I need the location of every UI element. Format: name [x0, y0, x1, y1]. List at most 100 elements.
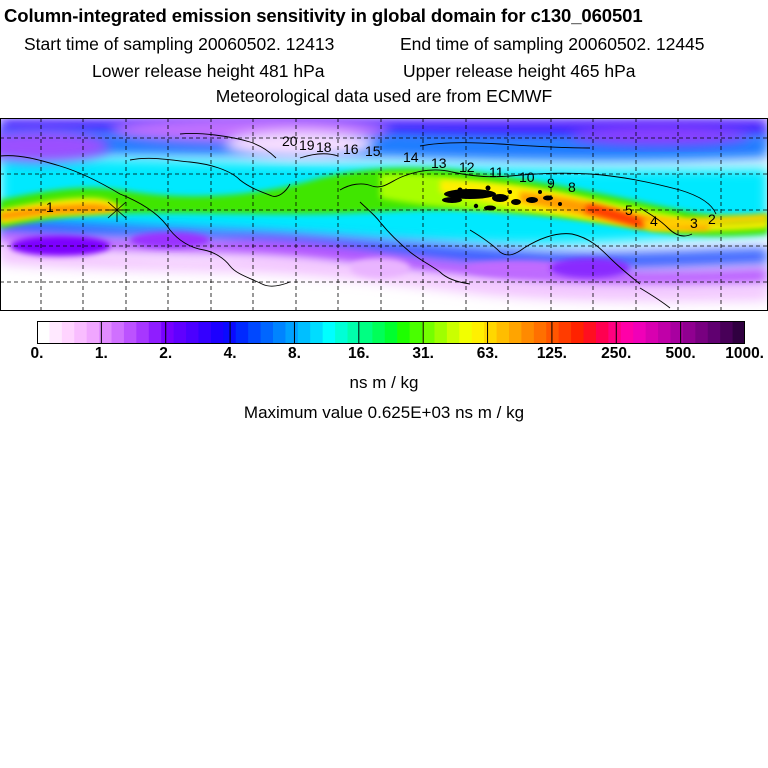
day-label-13: 13	[431, 155, 447, 171]
colorbar-cell	[484, 321, 498, 344]
colorbar-cell	[595, 321, 609, 344]
colorbar-units: ns m / kg	[349, 373, 419, 392]
colorbar-cell	[571, 321, 585, 344]
colorbar-cell	[608, 321, 622, 344]
release-location-marker	[106, 198, 128, 222]
colorbar-tick-label: 1000.	[725, 345, 764, 362]
day-label-3: 3	[690, 215, 698, 231]
colorbar-cell	[620, 321, 634, 344]
colorbar-cell	[335, 321, 349, 344]
day-label-15: 15	[365, 143, 381, 159]
colorbar-cell	[372, 321, 386, 344]
day-label-16: 16	[343, 141, 359, 157]
coastlines	[0, 133, 717, 309]
day-label-19: 19	[299, 137, 315, 153]
day-label-18: 18	[316, 139, 332, 155]
colorbar-tick-label: 16.	[348, 345, 370, 362]
colorbar-cell	[285, 321, 299, 344]
colorbar-cell	[384, 321, 398, 344]
colorbar-cell	[359, 321, 373, 344]
colorbar-cell	[720, 321, 734, 344]
day-label-14: 14	[403, 149, 419, 165]
colorbar-cell	[695, 321, 709, 344]
colorbar-cell	[471, 321, 485, 344]
meteorological-data-label: Meteorological data used are from ECMWF	[215, 86, 553, 106]
colorbar	[37, 321, 745, 344]
colorbar-tick-label: 500.	[665, 345, 696, 362]
lower-release-height-label: Lower release height 481 hPa	[92, 61, 325, 81]
colorbar-cell	[446, 321, 460, 344]
colorbar-tick-label: 2.	[159, 345, 173, 362]
colorbar-cell	[533, 321, 547, 344]
colorbar-cell	[74, 321, 88, 344]
day-label-1: 1	[46, 199, 54, 215]
end-time-label: End time of sampling 20060502. 12445	[400, 34, 705, 54]
upper-release-height-label: Upper release height 465 hPa	[403, 61, 636, 81]
colorbar-cell	[322, 321, 336, 344]
colorbar-cell	[558, 321, 572, 344]
maximum-value-label: Maximum value 0.625E+03 ns m / kg	[243, 403, 525, 422]
colorbar-cell	[397, 321, 411, 344]
colorbar-cell	[49, 321, 63, 344]
colorbar-frame	[37, 321, 745, 344]
colorbar-cell	[310, 321, 324, 344]
colorbar-cell	[583, 321, 597, 344]
colorbar-cell	[198, 321, 212, 344]
colorbar-cells	[37, 321, 745, 344]
colorbar-tick-label: 4.	[223, 345, 237, 362]
colorbar-cell	[297, 321, 311, 344]
colorbar-cell	[496, 321, 510, 344]
source-region-markers	[442, 185, 562, 211]
colorbar-cell	[111, 321, 125, 344]
colorbar-tick-label: 8.	[287, 345, 301, 362]
sensitivity-field	[0, 118, 768, 302]
colorbar-cell	[707, 321, 721, 344]
colorbar-cell	[546, 321, 560, 344]
start-time-label: Start time of sampling 20060502. 12413	[24, 34, 335, 54]
colorbar-tick-label: 250.	[601, 345, 632, 362]
colorbar-cell	[148, 321, 162, 344]
colorbar-cell	[173, 321, 187, 344]
colorbar-cell	[347, 321, 361, 344]
colorbar-cell	[61, 321, 75, 344]
colorbar-cell	[434, 321, 448, 344]
colorbar-cell	[732, 321, 745, 344]
colorbar-tick-label: 0.	[30, 345, 44, 362]
colorbar-cell	[136, 321, 150, 344]
colorbar-cell	[682, 321, 696, 344]
colorbar-cell	[422, 321, 436, 344]
colorbar-tick-label: 125.	[536, 345, 567, 362]
colorbar-tick-label: 31.	[412, 345, 434, 362]
colorbar-cell	[633, 321, 647, 344]
colorbar-cell	[645, 321, 659, 344]
day-label-2: 2	[708, 211, 716, 227]
colorbar-cell	[37, 321, 51, 344]
colorbar-cell	[509, 321, 523, 344]
day-label-4: 4	[650, 213, 658, 229]
colorbar-cell	[161, 321, 175, 344]
day-label-8: 8	[568, 179, 576, 195]
day-label-20: 20	[282, 133, 298, 149]
colorbar-cell	[409, 321, 423, 344]
day-label-10: 10	[519, 169, 535, 185]
colorbar-cell	[459, 321, 473, 344]
day-label-5: 5	[625, 202, 633, 218]
day-label-9: 9	[547, 175, 555, 191]
colorbar-cell	[273, 321, 287, 344]
contour-labels: 20 19 18 16 15 14 13 12 11 10 9 8 5 4 3 …	[46, 133, 716, 231]
colorbar-cell	[210, 321, 224, 344]
day-label-12: 12	[459, 159, 475, 175]
figure-title: Column-integrated emission sensitivity i…	[4, 5, 643, 26]
day-label-11: 11	[489, 164, 504, 180]
colorbar-cell	[260, 321, 274, 344]
colorbar-cell	[235, 321, 249, 344]
colorbar-cell	[670, 321, 684, 344]
colorbar-cell	[658, 321, 672, 344]
colorbar-cell	[123, 321, 137, 344]
colorbar-tick-label: 1.	[94, 345, 108, 362]
colorbar-cell	[186, 321, 200, 344]
colorbar-cell	[99, 321, 113, 344]
colorbar-dividers	[100, 321, 682, 344]
graticule	[0, 118, 768, 311]
colorbar-cell	[521, 321, 535, 344]
